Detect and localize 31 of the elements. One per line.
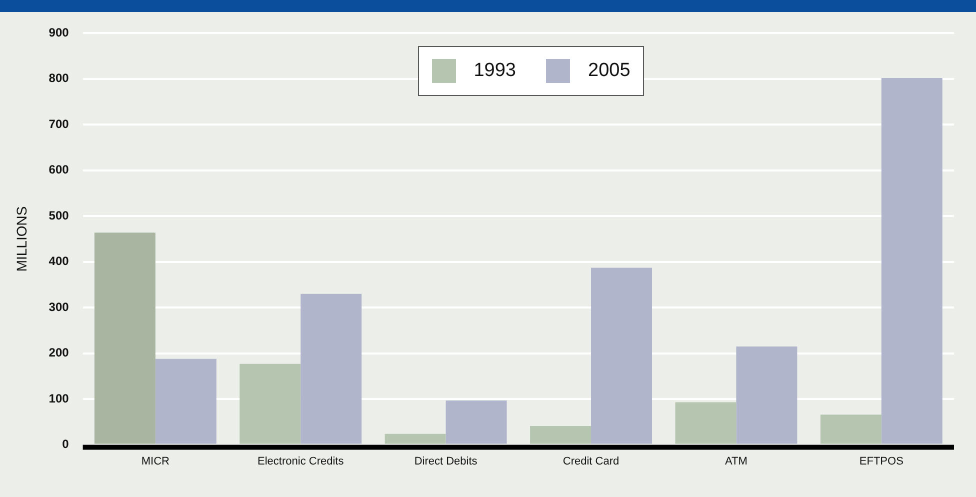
y-tick-label: 100 — [48, 391, 70, 406]
y-tick-label: 400 — [48, 254, 70, 268]
y-axis-title: MILLIONS — [13, 206, 30, 272]
bar — [446, 400, 507, 444]
legend-label: 2005 — [588, 60, 630, 82]
bar — [300, 294, 362, 444]
x-tick-label: ATM — [725, 455, 748, 468]
y-tick-label: 300 — [48, 300, 70, 314]
bar — [591, 268, 652, 444]
bar — [820, 414, 882, 444]
bar — [881, 78, 942, 444]
bar — [675, 402, 736, 444]
y-tick-label: 700 — [48, 116, 70, 131]
y-tick-label: 200 — [48, 346, 70, 360]
bar — [155, 358, 216, 444]
legend-label: 1993 — [474, 60, 516, 82]
bar — [94, 232, 156, 444]
y-tick-label: 0 — [62, 437, 70, 452]
x-tick-label: Electronic Credits — [258, 455, 344, 468]
bar — [736, 346, 798, 444]
x-tick-label: Credit Card — [562, 455, 620, 468]
bar — [530, 426, 592, 444]
y-tick-label: 800 — [48, 71, 70, 86]
x-tick-label: EFTPOS — [859, 455, 904, 468]
y-tick-label: 500 — [48, 208, 70, 222]
y-tick-label: 900 — [48, 26, 70, 40]
x-tick-label: Direct Debits — [414, 455, 478, 468]
bar — [384, 434, 446, 444]
y-tick-label: 600 — [48, 162, 70, 177]
bar — [240, 364, 301, 444]
x-tick-label: MICR — [141, 455, 170, 468]
